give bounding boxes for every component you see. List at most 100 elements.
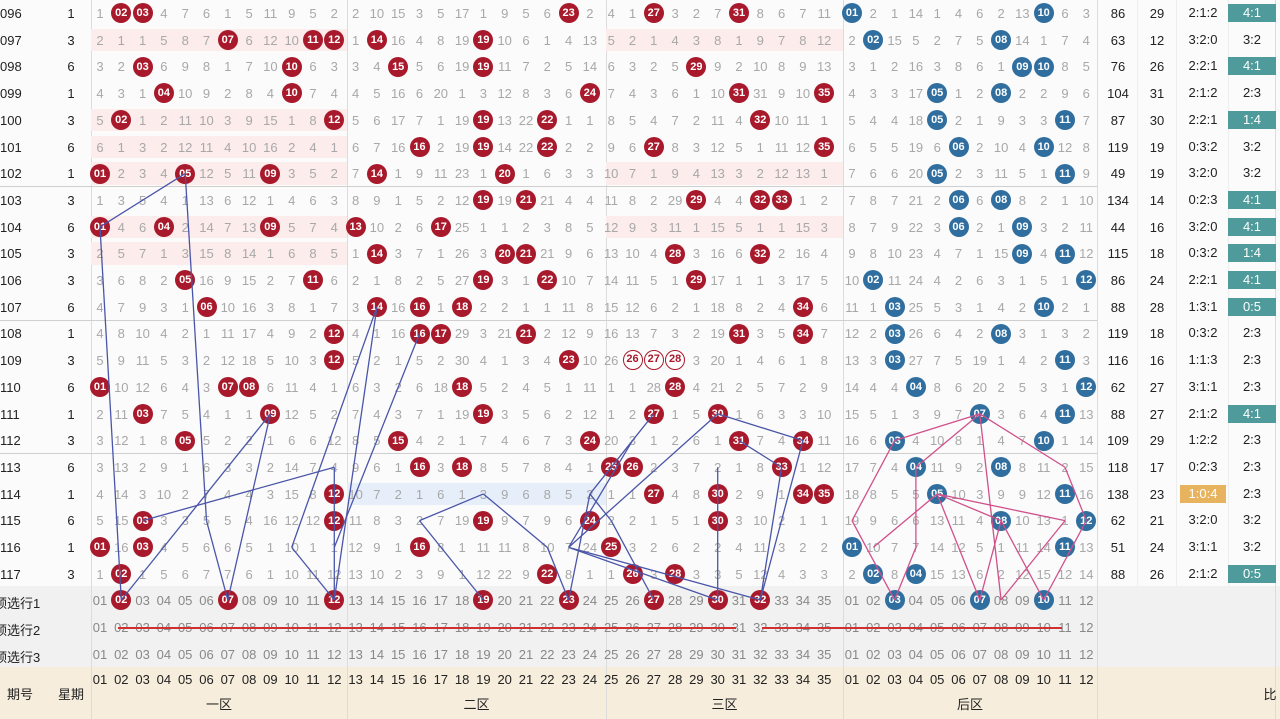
select-number[interactable]: 09 [263,593,278,608]
select-number[interactable]: 04 [908,593,924,608]
select-number[interactable]: 04 [908,647,924,662]
select-number[interactable]: 02 [866,593,881,608]
select-number[interactable]: 32 [753,620,768,635]
select-number[interactable]: 33 [774,593,789,608]
selected-blue-ball[interactable]: 10 [1033,590,1054,610]
select-number[interactable]: 06 [951,593,966,608]
select-number[interactable]: 11 [1058,593,1072,608]
select-number[interactable]: 16 [412,593,427,608]
select-number[interactable]: 01 [844,647,860,662]
footer-col2[interactable]: 星期 [57,687,84,702]
select-number[interactable]: 20 [497,647,512,662]
selected-red-ball[interactable]: 30 [707,590,728,610]
select-number[interactable]: 20 [497,593,512,608]
select-number[interactable]: 11 [306,647,320,662]
select-number[interactable]: 05 [929,593,945,608]
select-number[interactable]: 10 [1036,647,1051,662]
selected-blue-ball[interactable]: 03 [884,590,905,610]
select-number[interactable]: 18 [454,647,470,662]
selected-red-ball[interactable]: 27 [643,590,664,610]
select-number[interactable]: 27 [646,647,662,662]
select-number[interactable]: 16 [412,647,427,662]
select-number[interactable]: 04 [156,647,172,662]
select-number[interactable]: 06 [951,647,966,662]
select-number[interactable]: 28 [667,593,683,608]
select-number[interactable]: 24 [582,647,598,662]
select-number[interactable]: 08 [241,593,257,608]
select-number[interactable]: 09 [1015,593,1030,608]
select-number[interactable]: 31 [731,620,747,635]
select-number[interactable]: 02 [114,647,129,662]
select-number[interactable]: 10 [284,647,299,662]
select-number[interactable]: 06 [199,647,214,662]
select-number[interactable]: 13 [348,647,363,662]
select-number[interactable]: 34 [795,593,811,608]
select-number[interactable]: 32 [753,647,768,662]
select-number[interactable]: 01 [92,620,108,635]
select-number[interactable]: 12 [327,647,342,662]
select-number[interactable]: 29 [689,647,704,662]
select-number[interactable]: 05 [929,647,945,662]
select-number[interactable]: 35 [816,647,832,662]
preselect-row-label[interactable]: 预选行3 [0,650,41,665]
select-number[interactable]: 08 [241,647,257,662]
select-number[interactable]: 01 [92,647,108,662]
select-number[interactable]: 33 [774,647,789,662]
select-number[interactable]: 26 [625,593,640,608]
select-number[interactable]: 24 [582,593,598,608]
select-number[interactable]: 04 [156,593,172,608]
select-number[interactable]: 03 [135,593,150,608]
select-number[interactable]: 01 [844,593,860,608]
select-number[interactable]: 25 [603,647,619,662]
select-number[interactable]: 17 [433,593,449,608]
preselect-row-label[interactable]: 预选行1 [0,596,41,611]
select-number[interactable]: 26 [625,647,640,662]
select-number[interactable]: 29 [689,593,704,608]
select-number[interactable]: 18 [454,593,470,608]
preselect-row-label[interactable]: 预选行2 [0,623,41,638]
select-number[interactable]: 25 [603,593,619,608]
select-number[interactable]: 31 [731,647,747,662]
select-number[interactable]: 10 [284,593,299,608]
select-number[interactable]: 21 [518,593,534,608]
select-number[interactable]: 12 [1079,593,1094,608]
select-number[interactable]: 09 [1015,647,1030,662]
selected-red-ball[interactable]: 07 [217,590,238,610]
select-number[interactable]: 08 [993,647,1009,662]
select-number[interactable]: 05 [177,593,193,608]
select-number[interactable]: 07 [220,647,236,662]
select-number[interactable]: 06 [199,593,214,608]
select-number[interactable]: 12 [1079,620,1094,635]
footer-col1[interactable]: 期号 [6,687,33,702]
select-number[interactable]: 34 [795,647,811,662]
select-number[interactable]: 11 [1058,647,1072,662]
select-number[interactable]: 14 [369,593,385,608]
select-number[interactable]: 09 [263,647,278,662]
select-number[interactable]: 03 [135,647,150,662]
select-number[interactable]: 31 [731,593,747,608]
select-number[interactable]: 22 [540,593,555,608]
select-number[interactable]: 15 [390,593,406,608]
select-number[interactable]: 02 [866,647,881,662]
select-number[interactable]: 07 [972,647,988,662]
select-number[interactable]: 35 [816,593,832,608]
select-number[interactable]: 03 [887,647,902,662]
select-number[interactable]: 19 [476,647,491,662]
select-number[interactable]: 21 [518,647,534,662]
select-number[interactable]: 12 [1079,647,1094,662]
select-number[interactable]: 13 [348,593,363,608]
select-number[interactable]: 11 [1058,620,1072,635]
selected-red-ball[interactable]: 23 [558,590,579,610]
selected-blue-ball[interactable]: 07 [969,590,990,610]
select-number[interactable]: 17 [433,647,449,662]
select-number[interactable]: 23 [561,647,576,662]
select-number[interactable]: 15 [390,647,406,662]
select-number[interactable]: 28 [667,647,683,662]
select-number[interactable]: 22 [540,647,555,662]
select-number[interactable]: 14 [369,647,385,662]
select-number[interactable]: 30 [710,647,725,662]
select-number[interactable]: 05 [177,647,193,662]
select-number[interactable]: 08 [993,593,1009,608]
select-number[interactable]: 01 [92,593,108,608]
select-number[interactable]: 11 [306,593,320,608]
